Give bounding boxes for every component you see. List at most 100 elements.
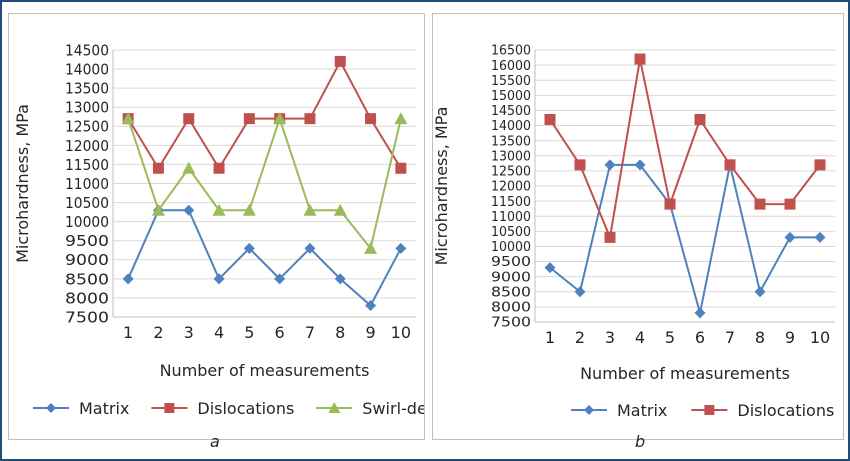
- data-point-1-7: [754, 198, 766, 210]
- y-tick-label: 8500: [491, 285, 531, 300]
- y-tick-label: 13000: [65, 99, 109, 117]
- y-tick-label: 9500: [491, 255, 531, 270]
- data-point-1-1: [574, 159, 586, 171]
- y-tick-label: 14500: [491, 104, 531, 119]
- y-tick-label: 14000: [491, 119, 531, 134]
- y-tick-label: 9000: [491, 270, 531, 285]
- x-tick-label: 2: [575, 328, 585, 347]
- data-point-1-8: [365, 113, 377, 125]
- data-point-1-5: [694, 114, 706, 126]
- data-point-2-5: [273, 112, 287, 125]
- y-tick-label: 10500: [491, 225, 531, 240]
- x-tick-label: 6: [695, 328, 705, 347]
- y-tick-label: 9500: [65, 232, 109, 250]
- data-point-2-0: [121, 112, 135, 125]
- caption-b: b: [635, 432, 646, 451]
- data-point-0-0: [544, 262, 556, 274]
- chart-b: 7500800085009000950010000105001100011500…: [432, 44, 835, 420]
- data-point-2-3: [212, 203, 226, 216]
- y-tick-label: 8500: [65, 270, 109, 288]
- data-point-1-0: [544, 114, 556, 126]
- data-point-0-5: [274, 273, 286, 285]
- data-point-1-2: [604, 231, 616, 243]
- series-line-0: [127, 209, 402, 308]
- data-point-0-1: [574, 286, 586, 298]
- y-tick-label: 8000: [65, 289, 109, 307]
- y-tick-label: 12500: [65, 118, 109, 136]
- y-tick-label: 14500: [65, 41, 109, 59]
- x-tick-label: 8: [755, 328, 765, 347]
- data-point-1-3: [213, 162, 225, 174]
- x-tick-label: 4: [214, 323, 224, 342]
- legend-marker-1: [164, 403, 175, 413]
- y-axis-title: Microhardness, MPa: [13, 104, 32, 263]
- y-tick-label: 10500: [65, 194, 109, 212]
- y-tick-label: 11500: [65, 156, 109, 174]
- data-point-0-5: [694, 307, 706, 319]
- legend-label-0: Matrix: [617, 401, 667, 420]
- data-point-1-6: [304, 113, 316, 125]
- x-tick-label: 10: [391, 323, 411, 342]
- y-tick-label: 13500: [65, 80, 109, 98]
- y-tick-label: 12000: [65, 137, 109, 155]
- data-point-0-4: [243, 242, 255, 254]
- y-tick-label: 7500: [65, 308, 109, 326]
- data-point-1-6: [724, 159, 736, 171]
- y-tick-label: 11000: [491, 210, 531, 225]
- y-tick-label: 16500: [491, 44, 531, 59]
- y-tick-label: 10000: [491, 240, 531, 255]
- x-tick-label: 7: [305, 323, 315, 342]
- y-tick-label: 13500: [491, 134, 531, 149]
- y-tick-label: 11000: [65, 175, 109, 193]
- y-tick-label: 13000: [491, 149, 531, 164]
- x-tick-label: 9: [785, 328, 795, 347]
- data-point-2-9: [394, 112, 408, 125]
- x-tick-label: 3: [184, 323, 194, 342]
- x-tick-label: 8: [335, 323, 345, 342]
- data-point-1-1: [152, 162, 164, 174]
- legend-label-0: Matrix: [79, 399, 129, 418]
- data-point-0-2: [183, 204, 195, 216]
- y-tick-label: 14000: [65, 60, 109, 78]
- legend-label-2: Swirl-defects: [362, 399, 424, 418]
- series-line-0: [549, 163, 820, 314]
- caption-a: a: [210, 432, 220, 451]
- x-tick-label: 6: [275, 323, 285, 342]
- data-point-1-4: [664, 198, 676, 210]
- data-point-1-3: [634, 53, 646, 65]
- y-tick-label: 10000: [65, 213, 109, 231]
- data-point-2-6: [303, 203, 317, 216]
- data-point-1-7: [334, 55, 346, 67]
- data-point-0-6: [304, 242, 316, 254]
- y-tick-label: 12500: [491, 165, 531, 180]
- data-point-2-2: [182, 161, 196, 174]
- x-tick-label: 4: [635, 328, 645, 347]
- y-tick-label: 8000: [491, 301, 531, 316]
- x-tick-label: 1: [123, 323, 133, 342]
- x-tick-label: 5: [244, 323, 254, 342]
- y-tick-label: 15000: [491, 89, 531, 104]
- chart-a: 7500800085009000950010000105001100011500…: [13, 41, 466, 418]
- legend-label-1: Dislocations: [737, 401, 834, 420]
- data-point-2-4: [242, 203, 256, 216]
- y-tick-label: 15500: [491, 74, 531, 89]
- y-tick-label: 9000: [65, 251, 109, 269]
- chart-panel-b: 7500 8000 8500 9000 9500 10000 10500 11000 11500…: [432, 13, 844, 440]
- data-point-0-7: [334, 273, 346, 285]
- data-point-0-7: [754, 286, 766, 298]
- x-tick-label: 2: [153, 323, 163, 342]
- x-tick-label: 3: [605, 328, 615, 347]
- x-axis-title: Number of measurements: [160, 361, 370, 380]
- data-point-2-8: [364, 241, 378, 254]
- x-axis-title: Number of measurements: [580, 364, 790, 383]
- legend-marker-1: [704, 405, 715, 415]
- series-line-1: [549, 58, 821, 241]
- y-tick-label: 11500: [491, 195, 531, 210]
- data-point-0-8: [365, 300, 377, 312]
- data-point-1-9: [814, 159, 826, 171]
- x-tick-label: 1: [545, 328, 555, 347]
- legend-marker-0: [584, 405, 594, 415]
- legend-marker-0: [46, 403, 56, 413]
- data-point-1-2: [183, 113, 195, 125]
